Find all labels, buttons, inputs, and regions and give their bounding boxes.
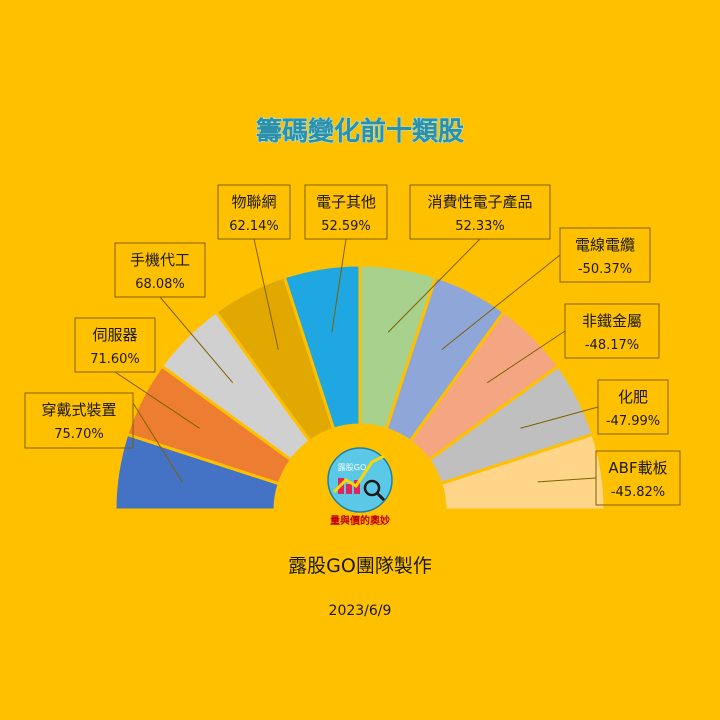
label-box bbox=[24, 392, 134, 449]
label-box bbox=[559, 227, 651, 283]
leader-line-2 bbox=[114, 371, 200, 429]
category-label: ABF載板 bbox=[608, 459, 667, 477]
logo-trend-line bbox=[332, 454, 385, 494]
leader-line-3 bbox=[159, 296, 234, 384]
slice-label-2: 伺服器 71.60% bbox=[74, 317, 156, 373]
leader-line-5 bbox=[331, 238, 347, 333]
logo-brand-text: 露股GO bbox=[338, 463, 367, 472]
slice-label-3: 手機代工 68.08% bbox=[114, 242, 206, 298]
slice-label-4: 物聯網 62.14% bbox=[217, 184, 291, 240]
value-label: -50.37% bbox=[578, 262, 632, 277]
label-box bbox=[217, 184, 291, 240]
slice-label-10: ABF載板 -45.82% bbox=[595, 450, 681, 506]
value-label: 52.59% bbox=[321, 219, 371, 234]
credit-text: 露股GO團隊製作 bbox=[288, 555, 432, 577]
brand-logo: 露股GO 量與價的奧妙 bbox=[327, 447, 393, 527]
slice-labels: 穿戴式裝置 75.70% 伺服器 71.60% 手機代工 68.08% 物聯網 62.14% 電… bbox=[24, 184, 681, 506]
label-box bbox=[597, 379, 669, 435]
category-label: 電子其他 bbox=[316, 193, 376, 211]
leader-line-4 bbox=[253, 238, 279, 350]
category-label: 化肥 bbox=[618, 388, 648, 406]
category-label: 手機代工 bbox=[130, 251, 190, 269]
leader-line-10 bbox=[537, 477, 597, 483]
slice-label-5: 電子其他 52.59% bbox=[304, 184, 388, 240]
category-label: 電線電纜 bbox=[575, 236, 635, 254]
value-label: -47.99% bbox=[606, 414, 660, 429]
date-text: 2023/6/9 bbox=[329, 603, 392, 619]
label-box bbox=[409, 184, 551, 240]
slice-label-1: 穿戴式裝置 75.70% bbox=[24, 392, 134, 449]
leader-line-6 bbox=[387, 238, 481, 333]
leader-line-7 bbox=[441, 254, 561, 351]
label-box bbox=[304, 184, 388, 240]
slice-10 bbox=[438, 432, 607, 512]
category-label: 穿戴式裝置 bbox=[41, 401, 116, 419]
category-label: 非鐵金屬 bbox=[582, 312, 642, 330]
chart-title: 籌碼變化前十類股 bbox=[256, 116, 464, 147]
value-label: 75.70% bbox=[54, 427, 104, 442]
leader-line-1 bbox=[132, 402, 183, 483]
donut-slices bbox=[113, 263, 607, 512]
value-label: 71.60% bbox=[90, 352, 140, 367]
value-label: 52.33% bbox=[455, 219, 505, 234]
leader-line-8 bbox=[487, 330, 566, 384]
category-label: 物聯網 bbox=[231, 193, 276, 211]
slice-label-8: 非鐵金屬 -48.17% bbox=[564, 303, 660, 359]
value-label: 62.14% bbox=[229, 219, 279, 234]
value-label: -48.17% bbox=[585, 338, 639, 353]
category-label: 伺服器 bbox=[92, 326, 137, 344]
leader-line-9 bbox=[520, 406, 599, 429]
label-box bbox=[114, 242, 206, 298]
value-label: 68.08% bbox=[135, 277, 185, 292]
slice-label-9: 化肥 -47.99% bbox=[597, 379, 669, 435]
slice-label-6: 消費性電子產品 52.33% bbox=[409, 184, 551, 240]
label-box bbox=[74, 317, 156, 373]
label-box bbox=[564, 303, 660, 359]
value-label: -45.82% bbox=[611, 485, 665, 500]
logo-bar-2 bbox=[346, 484, 352, 494]
category-label: 消費性電子產品 bbox=[427, 193, 532, 211]
logo-tagline: 量與價的奧妙 bbox=[330, 514, 390, 527]
slice-label-7: 電線電纜 -50.37% bbox=[559, 227, 651, 283]
label-box bbox=[595, 450, 681, 506]
magnifier-handle bbox=[375, 491, 386, 502]
magnifier-icon bbox=[363, 479, 381, 497]
leader-lines bbox=[114, 238, 599, 483]
